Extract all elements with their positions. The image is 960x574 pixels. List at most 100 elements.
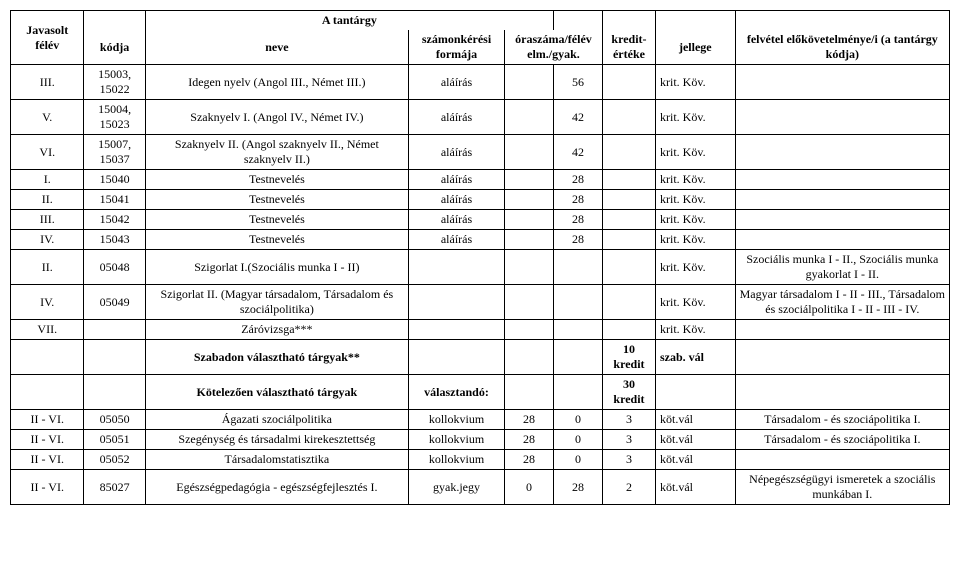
table-cell: Társadalomstatisztika: [145, 450, 408, 470]
table-cell: [553, 375, 602, 410]
table-cell: 10 kredit: [602, 340, 655, 375]
table-cell: II - VI.: [11, 470, 84, 505]
table-cell: köt.vál: [656, 410, 736, 430]
table-cell: [504, 375, 553, 410]
table-row: II - VI.05051Szegénység és társadalmi ki…: [11, 430, 950, 450]
table-cell: IV.: [11, 285, 84, 320]
table-cell: 0: [553, 430, 602, 450]
table-cell: krit. Köv.: [656, 210, 736, 230]
table-cell: kollokvium: [409, 410, 505, 430]
subjects-table: Javasolt félév A tantárgy kódja neve szá…: [10, 10, 950, 505]
table-cell: krit. Köv.: [656, 135, 736, 170]
table-cell: Testnevelés: [145, 230, 408, 250]
table-cell: [602, 285, 655, 320]
table-cell: [504, 190, 553, 210]
table-row: Szabadon választható tárgyak**10 kredits…: [11, 340, 950, 375]
table-cell: [735, 340, 949, 375]
table-cell: köt.vál: [656, 450, 736, 470]
table-cell: [504, 210, 553, 230]
table-cell: aláírás: [409, 230, 505, 250]
table-cell: Társadalom - és szociápolitika I.: [735, 410, 949, 430]
table-cell: [553, 250, 602, 285]
table-cell: II.: [11, 190, 84, 210]
table-row: Kötelezően választható tárgyakválasztand…: [11, 375, 950, 410]
table-cell: Társadalom - és szociápolitika I.: [735, 430, 949, 450]
table-row: I.15040Testnevelésaláírás28krit. Köv.: [11, 170, 950, 190]
table-cell: 15042: [84, 210, 145, 230]
table-cell: III.: [11, 65, 84, 100]
table-cell: Szegénység és társadalmi kirekesztettség: [145, 430, 408, 450]
table-cell: 15003, 15022: [84, 65, 145, 100]
table-cell: [504, 230, 553, 250]
table-cell: [656, 375, 736, 410]
table-cell: [504, 170, 553, 190]
table-cell: aláírás: [409, 65, 505, 100]
table-cell: [602, 170, 655, 190]
table-cell: 15007, 15037: [84, 135, 145, 170]
table-cell: krit. Köv.: [656, 190, 736, 210]
table-cell: [84, 340, 145, 375]
table-cell: 0: [504, 470, 553, 505]
table-cell: 05051: [84, 430, 145, 450]
table-cell: Magyar társadalom I - II - III., Társada…: [735, 285, 949, 320]
col-jellege: jellege: [656, 30, 736, 65]
table-cell: gyak.jegy: [409, 470, 505, 505]
table-cell: [602, 210, 655, 230]
table-cell: 3: [602, 430, 655, 450]
table-row: V.15004, 15023Szaknyelv I. (Angol IV., N…: [11, 100, 950, 135]
table-cell: [602, 100, 655, 135]
table-cell: [504, 250, 553, 285]
table-cell: 42: [553, 135, 602, 170]
table-cell: [735, 190, 949, 210]
table-cell: krit. Köv.: [656, 250, 736, 285]
table-cell: 28: [553, 470, 602, 505]
table-cell: 3: [602, 410, 655, 430]
table-cell: [409, 250, 505, 285]
table-cell: 05048: [84, 250, 145, 285]
table-cell: aláírás: [409, 170, 505, 190]
table-cell: 28: [504, 410, 553, 430]
table-cell: [504, 65, 553, 100]
table-cell: kollokvium: [409, 450, 505, 470]
table-cell: [504, 285, 553, 320]
table-cell: Szaknyelv II. (Angol szaknyelv II., Néme…: [145, 135, 408, 170]
table-cell: [735, 170, 949, 190]
table-cell: szab. vál: [656, 340, 736, 375]
table-cell: köt.vál: [656, 430, 736, 450]
table-cell: Szigorlat I.(Szociális munka I - II): [145, 250, 408, 285]
table-cell: [11, 375, 84, 410]
table-row: IV.05049Szigorlat II. (Magyar társadalom…: [11, 285, 950, 320]
table-cell: Idegen nyelv (Angol III., Német III.): [145, 65, 408, 100]
table-cell: krit. Köv.: [656, 285, 736, 320]
table-cell: 28: [553, 230, 602, 250]
super-title: A tantárgy: [145, 11, 553, 31]
table-cell: [409, 320, 505, 340]
col-oraszam: óraszáma/félév elm./gyak.: [504, 30, 602, 65]
table-cell: I.: [11, 170, 84, 190]
table-cell: 15004, 15023: [84, 100, 145, 135]
table-cell: Záróvizsga***: [145, 320, 408, 340]
col-kredit: kredit-értéke: [602, 30, 655, 65]
table-cell: 05049: [84, 285, 145, 320]
table-cell: II - VI.: [11, 410, 84, 430]
table-cell: Szociális munka I - II., Szociális munka…: [735, 250, 949, 285]
table-cell: [602, 190, 655, 210]
table-cell: krit. Köv.: [656, 230, 736, 250]
table-cell: [409, 285, 505, 320]
table-cell: krit. Köv.: [656, 320, 736, 340]
table-cell: 0: [553, 450, 602, 470]
table-cell: választandó:: [409, 375, 505, 410]
table-row: VII.Záróvizsga***krit. Köv.: [11, 320, 950, 340]
table-cell: Egészségpedagógia - egészségfejlesztés I…: [145, 470, 408, 505]
table-cell: [11, 340, 84, 375]
col-szamon: számonkérési formája: [409, 30, 505, 65]
table-cell: krit. Köv.: [656, 100, 736, 135]
table-cell: 3: [602, 450, 655, 470]
table-cell: 15040: [84, 170, 145, 190]
table-cell: [735, 100, 949, 135]
table-row: II.15041Testnevelésaláírás28krit. Köv.: [11, 190, 950, 210]
col-felev: Javasolt félév: [11, 11, 84, 65]
table-cell: Kötelezően választható tárgyak: [145, 375, 408, 410]
table-cell: 28: [504, 430, 553, 450]
table-cell: Népegészségügyi ismeretek a szociális mu…: [735, 470, 949, 505]
